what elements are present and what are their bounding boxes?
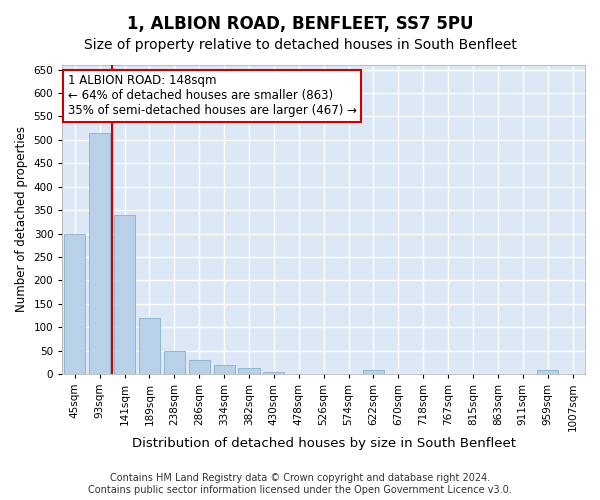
Bar [537, 370, 558, 374]
Bar [139, 318, 160, 374]
Bar [114, 215, 135, 374]
Bar [214, 364, 235, 374]
Bar [263, 372, 284, 374]
Text: Contains HM Land Registry data © Crown copyright and database right 2024.
Contai: Contains HM Land Registry data © Crown c… [88, 474, 512, 495]
Text: 1, ALBION ROAD, BENFLEET, SS7 5PU: 1, ALBION ROAD, BENFLEET, SS7 5PU [127, 15, 473, 33]
Bar [89, 133, 110, 374]
Text: Size of property relative to detached houses in South Benfleet: Size of property relative to detached ho… [83, 38, 517, 52]
Text: 1 ALBION ROAD: 148sqm
← 64% of detached houses are smaller (863)
35% of semi-det: 1 ALBION ROAD: 148sqm ← 64% of detached … [68, 74, 356, 118]
Bar [238, 368, 260, 374]
Bar [188, 360, 210, 374]
Bar [164, 352, 185, 374]
Y-axis label: Number of detached properties: Number of detached properties [15, 126, 28, 312]
Bar [363, 370, 384, 374]
Bar [64, 234, 85, 374]
X-axis label: Distribution of detached houses by size in South Benfleet: Distribution of detached houses by size … [131, 437, 515, 450]
